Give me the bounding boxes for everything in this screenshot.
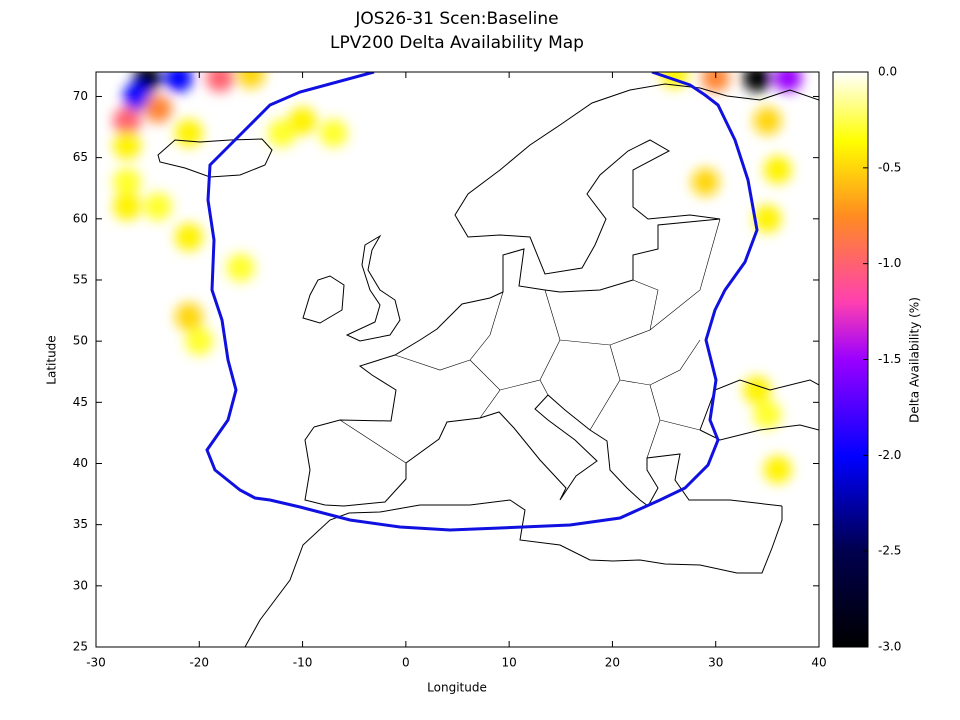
chart-title: JOS26-31 Scen:Baseline — [354, 9, 558, 29]
y-tick-label: 45 — [73, 395, 88, 409]
x-tick-label: 10 — [502, 656, 517, 670]
heat-spot — [236, 72, 265, 89]
x-axis-label: Longitude — [427, 681, 487, 695]
colorbar-tick-label: -2.5 — [878, 544, 901, 558]
y-axis-label: Latitude — [45, 335, 59, 384]
heat-spot — [743, 376, 772, 405]
heat-spot — [174, 302, 203, 331]
heat-spot — [112, 131, 141, 160]
borders — [339, 218, 721, 464]
heat-spot — [743, 72, 772, 93]
heat-spot — [267, 119, 296, 148]
colorbar-tick-label: -1.0 — [878, 256, 901, 270]
y-tick-label: 60 — [73, 211, 88, 225]
heat-spot — [319, 119, 348, 148]
plot-frame — [95, 71, 820, 648]
y-tick-label: 70 — [73, 89, 88, 103]
iceland — [157, 138, 273, 178]
x-tick-label: 0 — [402, 656, 410, 670]
colorbar-tick-label: 0.0 — [878, 65, 897, 79]
heat-layer — [112, 72, 803, 484]
x-tick-label: -20 — [189, 656, 209, 670]
heat-spot — [701, 72, 730, 93]
heat-spot — [691, 168, 720, 197]
britain — [345, 234, 401, 342]
colorbar-tick-label: -2.0 — [878, 448, 901, 462]
x-tick-label: -10 — [293, 656, 313, 670]
y-tick-label: 25 — [73, 640, 88, 654]
ireland — [302, 275, 345, 324]
africa-coast — [244, 499, 783, 647]
coverage-contour — [205, 72, 759, 532]
colorbar-tick-label: -1.5 — [878, 352, 901, 366]
heat-spot — [185, 327, 214, 356]
heat-spot — [112, 106, 141, 135]
coastlines — [157, 83, 819, 647]
y-tick-label: 35 — [73, 517, 88, 531]
colorbar-tick-label: -3.0 — [878, 640, 901, 654]
x-tick-label: -30 — [86, 656, 106, 670]
heat-spot — [143, 94, 172, 123]
x-tick-label: 20 — [605, 656, 620, 670]
heat-spot — [112, 192, 141, 221]
colorbar-label: Delta Availability (%) — [908, 297, 922, 423]
heat-spot — [226, 253, 255, 282]
colorbar — [832, 71, 869, 648]
y-tick-label: 55 — [73, 272, 88, 286]
heat-spot — [774, 72, 803, 93]
heat-spot — [143, 192, 172, 221]
heat-spot — [753, 204, 782, 233]
heat-spot — [288, 106, 317, 135]
x-tick-label: 30 — [708, 656, 723, 670]
heat-spot — [763, 455, 792, 484]
heat-spot — [123, 82, 152, 111]
heat-spot — [112, 168, 141, 197]
heat-spot — [763, 155, 792, 184]
y-tick-label: 30 — [73, 578, 88, 592]
colorbar-tick-label: -0.5 — [878, 160, 901, 174]
heat-spot — [205, 72, 234, 93]
chart-subtitle: LPV200 Delta Availability Map — [330, 33, 584, 53]
heat-spot — [753, 106, 782, 135]
y-tick-label: 40 — [73, 456, 88, 470]
europe-coast — [313, 83, 819, 428]
heat-spot — [164, 72, 193, 93]
iberia-med-coast — [304, 394, 783, 507]
heat-spot — [174, 119, 203, 148]
x-tick-label: 40 — [811, 656, 826, 670]
heat-spot — [753, 400, 782, 429]
heat-spot — [174, 223, 203, 252]
y-tick-label: 50 — [73, 334, 88, 348]
y-tick-label: 65 — [73, 150, 88, 164]
